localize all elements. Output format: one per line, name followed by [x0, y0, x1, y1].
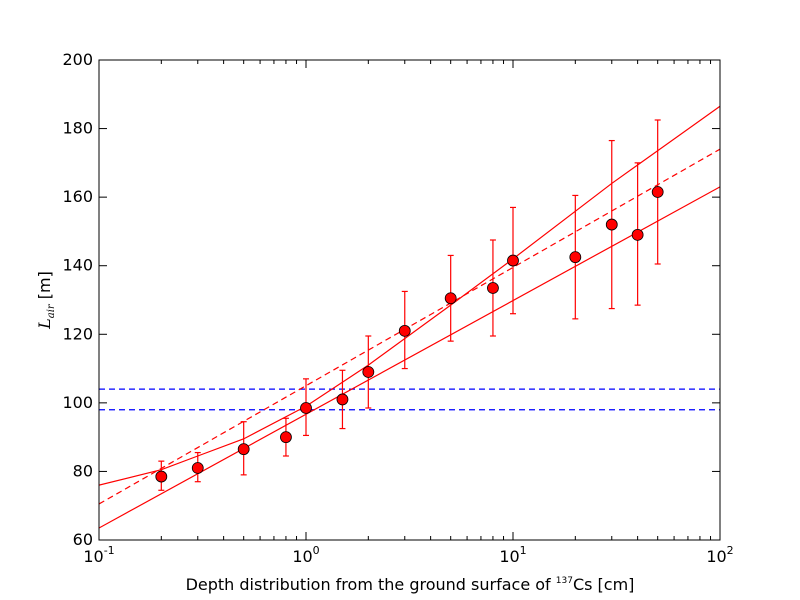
- data-marker: [362, 366, 375, 378]
- y-tick-label: 140: [62, 256, 93, 275]
- y-tick-label: 180: [62, 119, 93, 138]
- y-tick-label: 120: [62, 324, 93, 343]
- y-tick-label: 200: [62, 50, 93, 69]
- x-tick-exponent: 2: [727, 544, 734, 557]
- y-axis-label-suffix: [m]: [35, 271, 54, 304]
- y-axis-label: Lair [m]: [35, 271, 57, 330]
- data-marker: [631, 228, 644, 241]
- data-marker: [569, 251, 582, 264]
- y-axis-label-subscript: air: [46, 303, 57, 318]
- data-point-5: [300, 378, 312, 437]
- data-point-12: [569, 194, 582, 320]
- x-tick-exponent: 0: [313, 544, 320, 557]
- x-tick-base: 10: [706, 547, 726, 566]
- x-tick-label: 101: [499, 544, 526, 566]
- data-point-14: [631, 162, 644, 306]
- axes-frame: [98, 59, 721, 541]
- data-marker: [155, 470, 168, 483]
- data-marker: [605, 218, 618, 231]
- series-line-3: [99, 186, 720, 529]
- points-layer: [155, 119, 664, 491]
- data-marker: [336, 393, 349, 406]
- data-marker: [507, 254, 519, 267]
- y-tick-label: 100: [62, 393, 93, 412]
- x-axis-label-suffix: Cs [cm]: [573, 575, 634, 594]
- x-tick-base: 10: [499, 547, 519, 566]
- x-tick-exponent: -1: [104, 544, 115, 557]
- x-tick-exponent: 1: [520, 544, 527, 557]
- x-tick-label: 102: [706, 544, 733, 566]
- data-marker: [191, 462, 204, 474]
- x-axis-label-prefix: Depth distribution from the ground surfa…: [186, 575, 556, 594]
- data-point-3: [237, 421, 250, 476]
- data-point-8: [398, 290, 411, 370]
- data-marker: [487, 282, 499, 294]
- data-point-4: [280, 417, 292, 457]
- data-point-11: [507, 206, 519, 315]
- series-line-1: [99, 148, 720, 505]
- y-axis-label-symbol: L: [35, 318, 54, 330]
- data-marker: [237, 443, 250, 456]
- series-layer: [99, 105, 720, 529]
- data-marker: [398, 324, 411, 337]
- x-tick-label: 10-1: [83, 544, 114, 566]
- y-tick-label: 80: [73, 461, 93, 480]
- x-tick-base: 10: [292, 547, 312, 566]
- data-point-9: [444, 254, 457, 342]
- x-tick-label: 100: [292, 544, 319, 566]
- x-axis-label-superscript: 137: [556, 576, 573, 586]
- y-tick-label: 160: [62, 187, 93, 206]
- data-point-15: [651, 119, 664, 265]
- x-tick-base: 10: [83, 547, 103, 566]
- y-tick-label: 60: [73, 530, 93, 549]
- data-point-10: [487, 239, 499, 337]
- data-point-6: [336, 369, 349, 430]
- data-point-7: [362, 335, 375, 409]
- data-point-1: [155, 460, 168, 491]
- data-marker: [651, 186, 664, 198]
- data-marker: [280, 431, 292, 444]
- data-point-2: [191, 451, 204, 483]
- data-marker: [444, 292, 457, 305]
- series-line-2: [99, 105, 720, 486]
- x-axis-label: Depth distribution from the ground surfa…: [186, 575, 635, 594]
- data-point-13: [605, 139, 618, 310]
- data-marker: [300, 402, 312, 414]
